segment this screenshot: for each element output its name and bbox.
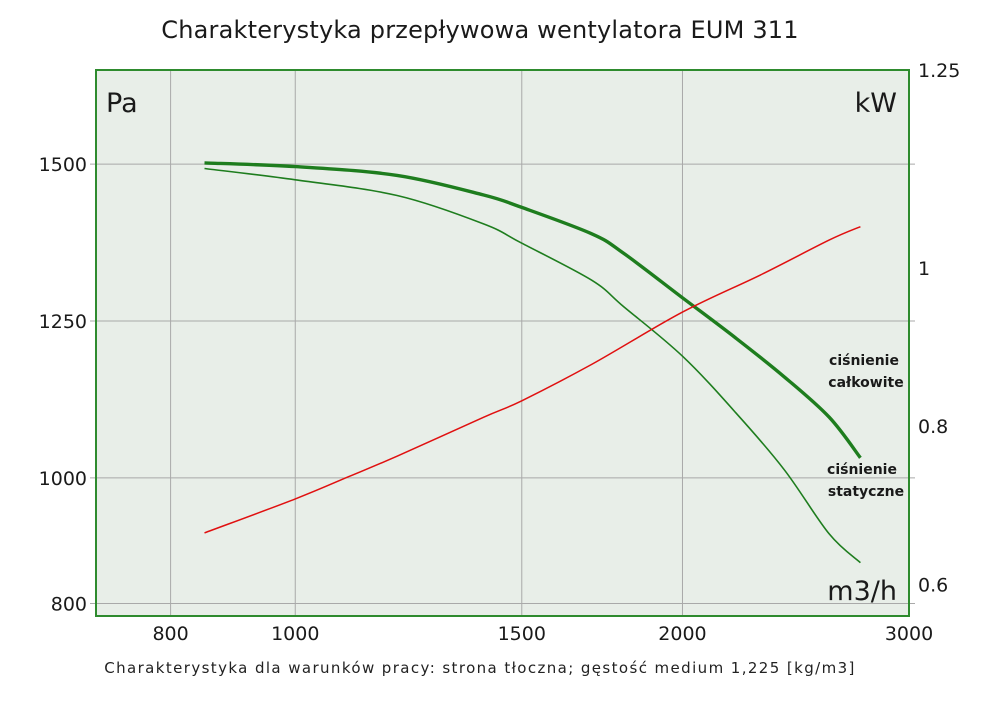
y-left-tick-label-1250: 1250 xyxy=(39,311,87,333)
x-tick-label-1000: 1000 xyxy=(271,623,319,645)
y-right-tick-label-1.25: 1.25 xyxy=(918,60,960,82)
y-right-tick-label-1: 1 xyxy=(918,258,930,280)
unit-label-x: m3/h xyxy=(827,576,897,607)
series-line-calkowite xyxy=(204,161,862,459)
y-right-tick-label-0.6: 0.6 xyxy=(918,574,948,596)
annotation-statyczne-line1: ciśnienie xyxy=(827,462,897,478)
chart-title: Charakterystyka przepływowa wentylatora … xyxy=(161,16,799,44)
unit-label-left: Pa xyxy=(106,88,138,119)
chart-footnote: Charakterystyka dla warunków pracy: stro… xyxy=(104,659,856,677)
series-line-statyczne xyxy=(204,167,861,564)
series-line-moc xyxy=(204,226,861,534)
x-tick-label-1500: 1500 xyxy=(498,623,546,645)
y-left-tick-label-800: 800 xyxy=(51,593,87,615)
tick-labels: 800 1000 1500 2000 3000 800 1000 1250 1500 0.6 0.8… xyxy=(39,60,961,645)
unit-label-right: kW xyxy=(855,88,897,119)
plot-frame xyxy=(95,69,910,617)
annotation-statyczne-line2: statyczne xyxy=(828,484,904,500)
annotation-calkowite-line1: ciśnienie xyxy=(829,353,899,369)
x-tick-label-800: 800 xyxy=(152,623,188,645)
x-tick-label-2000: 2000 xyxy=(658,623,706,645)
annotation-calkowite-line2: całkowite xyxy=(828,375,903,391)
plot-area xyxy=(96,70,909,616)
y-left-tick-label-1500: 1500 xyxy=(39,154,87,176)
y-left-tick-label-1000: 1000 xyxy=(39,468,87,490)
y-right-tick-label-0.8: 0.8 xyxy=(918,416,948,438)
data-series xyxy=(204,161,862,564)
x-tick-label-3000: 3000 xyxy=(885,623,933,645)
